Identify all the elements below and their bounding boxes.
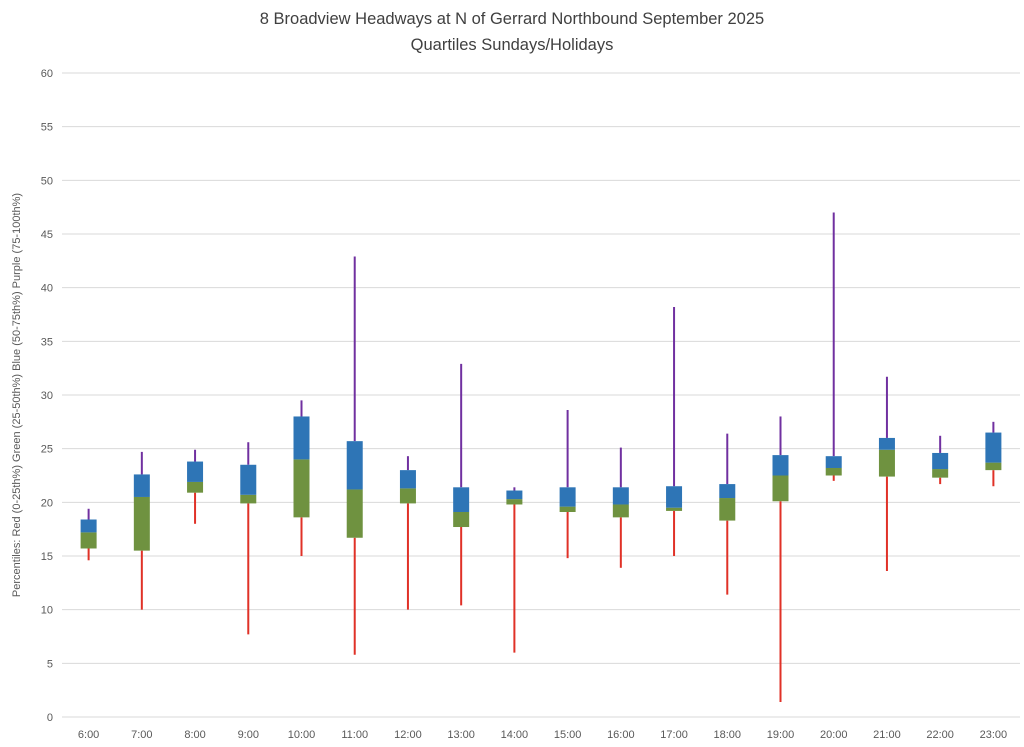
box-50-75	[825, 456, 842, 468]
y-tick-label: 50	[41, 175, 53, 187]
box-50-75	[559, 487, 576, 507]
box-50-75	[772, 455, 789, 476]
x-tick-label: 11:00	[341, 729, 368, 741]
box-50-75	[187, 461, 204, 482]
box-50-75	[612, 487, 629, 505]
x-tick-label: 12:00	[394, 729, 422, 741]
box-25-50	[878, 449, 895, 477]
box-25-50	[399, 488, 416, 504]
box-25-50	[240, 494, 257, 504]
box-25-50	[932, 469, 949, 478]
y-tick-label: 45	[41, 229, 53, 241]
chart-title-line1: 8 Broadview Headways at N of Gerrard Nor…	[259, 10, 765, 28]
x-tick-label: 10:00	[288, 729, 316, 741]
y-tick-label: 40	[41, 283, 53, 295]
box-25-50	[559, 506, 576, 512]
x-tick-label: 18:00	[714, 729, 742, 741]
box-25-50	[612, 504, 629, 518]
box-50-75	[346, 441, 363, 490]
y-tick-label: 35	[41, 336, 53, 348]
y-tick-label: 60	[41, 68, 53, 80]
box-50-75	[133, 474, 150, 497]
y-tick-label: 0	[47, 712, 53, 724]
x-tick-label: 21:00	[873, 729, 901, 741]
box-50-75	[293, 416, 310, 460]
x-tick-label: 20:00	[820, 729, 848, 741]
x-tick-label: 16:00	[607, 729, 635, 741]
box-25-50	[453, 511, 470, 528]
x-tick-label: 7:00	[131, 729, 152, 741]
y-tick-label: 10	[41, 605, 53, 617]
chart-title-line2: Quartiles Sundays/Holidays	[410, 35, 614, 54]
box-50-75	[506, 490, 523, 500]
x-tick-label: 15:00	[554, 729, 582, 741]
box-50-75	[985, 432, 1002, 463]
x-tick-label: 8:00	[184, 729, 205, 741]
y-tick-label: 20	[41, 497, 53, 509]
chart-title: 8 Broadview Headways at N of Gerrard Nor…	[0, 7, 1024, 58]
box-25-50	[80, 532, 97, 549]
box-25-50	[666, 507, 683, 511]
box-25-50	[772, 475, 789, 502]
box-50-75	[240, 464, 257, 495]
box-50-75	[80, 519, 97, 533]
x-tick-label: 6:00	[78, 729, 99, 741]
y-tick-label: 30	[41, 390, 53, 402]
y-tick-label: 55	[41, 122, 53, 134]
y-tick-label: 25	[41, 444, 53, 456]
x-tick-label: 14:00	[501, 729, 529, 741]
x-tick-label: 23:00	[980, 729, 1008, 741]
box-50-75	[399, 470, 416, 489]
x-tick-label: 19:00	[767, 729, 795, 741]
box-50-75	[878, 437, 895, 450]
y-tick-label: 5	[47, 658, 53, 670]
box-25-50	[719, 498, 736, 521]
box-25-50	[346, 489, 363, 538]
box-25-50	[506, 499, 523, 505]
x-tick-label: 17:00	[660, 729, 688, 741]
y-tick-label: 15	[41, 551, 53, 563]
box-25-50	[187, 481, 204, 493]
box-50-75	[932, 452, 949, 470]
box-25-50	[825, 467, 842, 476]
box-50-75	[666, 486, 683, 508]
x-tick-label: 9:00	[238, 729, 259, 741]
box-25-50	[985, 462, 1002, 471]
x-tick-label: 22:00	[926, 729, 954, 741]
x-tick-label: 13:00	[447, 729, 475, 741]
box-25-50	[133, 496, 150, 551]
box-50-75	[453, 487, 470, 512]
box-25-50	[293, 459, 310, 518]
box-50-75	[719, 484, 736, 499]
